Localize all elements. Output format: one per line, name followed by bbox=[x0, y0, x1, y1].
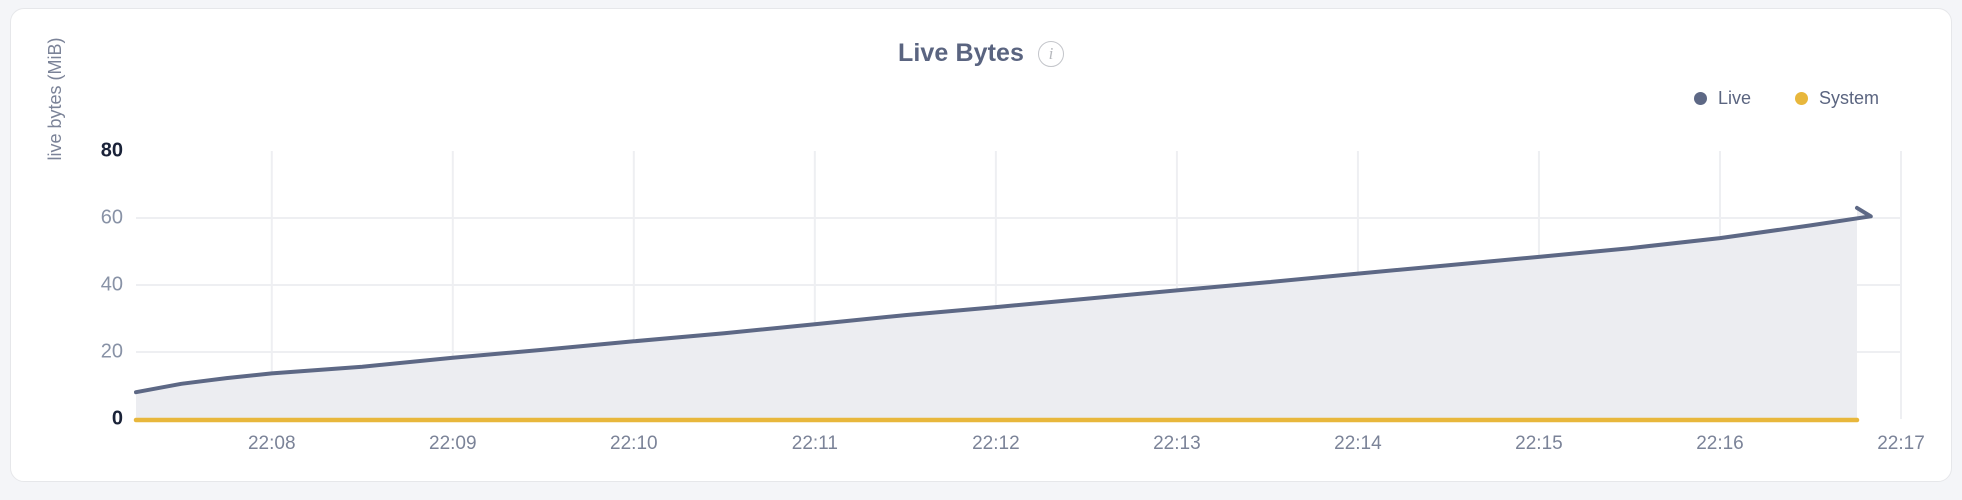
chart-legend: Live System bbox=[1693, 88, 1879, 109]
x-tick-label: 22:16 bbox=[1696, 433, 1744, 454]
x-tick-label: 22:13 bbox=[1153, 433, 1201, 454]
x-tick-label: 22:11 bbox=[791, 433, 838, 454]
x-tick-label: 22:10 bbox=[610, 433, 658, 454]
info-icon[interactable]: i bbox=[1038, 40, 1065, 67]
x-tick-label: 22:09 bbox=[429, 433, 477, 454]
legend-item-live[interactable]: Live bbox=[1693, 88, 1751, 109]
page-title: Live Bytes bbox=[897, 39, 1025, 67]
y-tick-label: 20 bbox=[100, 340, 123, 363]
series-line-live bbox=[134, 205, 1873, 395]
y-tick-label: 80 bbox=[100, 139, 123, 162]
legend-swatch-system bbox=[1794, 92, 1808, 105]
area-fill-live bbox=[136, 207, 1871, 419]
y-tick-label: 0 bbox=[111, 407, 123, 430]
plot-area: live bytes (MiB) 0 20 40 60 80 22:08 22:09 22:… bbox=[11, 9, 1953, 483]
legend-label-system: System bbox=[1818, 88, 1879, 108]
x-tick-label: 22:15 bbox=[1515, 433, 1563, 454]
chart-card: Live Bytes i Live System live bytes (MiB… bbox=[10, 8, 1952, 482]
chart-header: Live Bytes i bbox=[11, 39, 1951, 68]
y-axis-ticks: 0 20 40 60 80 bbox=[63, 9, 123, 483]
legend-label-live: Live bbox=[1717, 88, 1751, 108]
legend-swatch-live bbox=[1693, 92, 1707, 105]
x-tick-label: 22:08 bbox=[247, 433, 296, 454]
x-tick-label: 22:17 bbox=[1877, 433, 1925, 454]
y-tick-label: 40 bbox=[100, 273, 123, 296]
legend-item-system[interactable]: System bbox=[1794, 88, 1879, 109]
y-tick-label: 60 bbox=[100, 206, 123, 229]
x-tick-label: 22:14 bbox=[1334, 433, 1382, 454]
x-tick-label: 22:12 bbox=[972, 433, 1020, 454]
chart-plot bbox=[133, 151, 1902, 423]
